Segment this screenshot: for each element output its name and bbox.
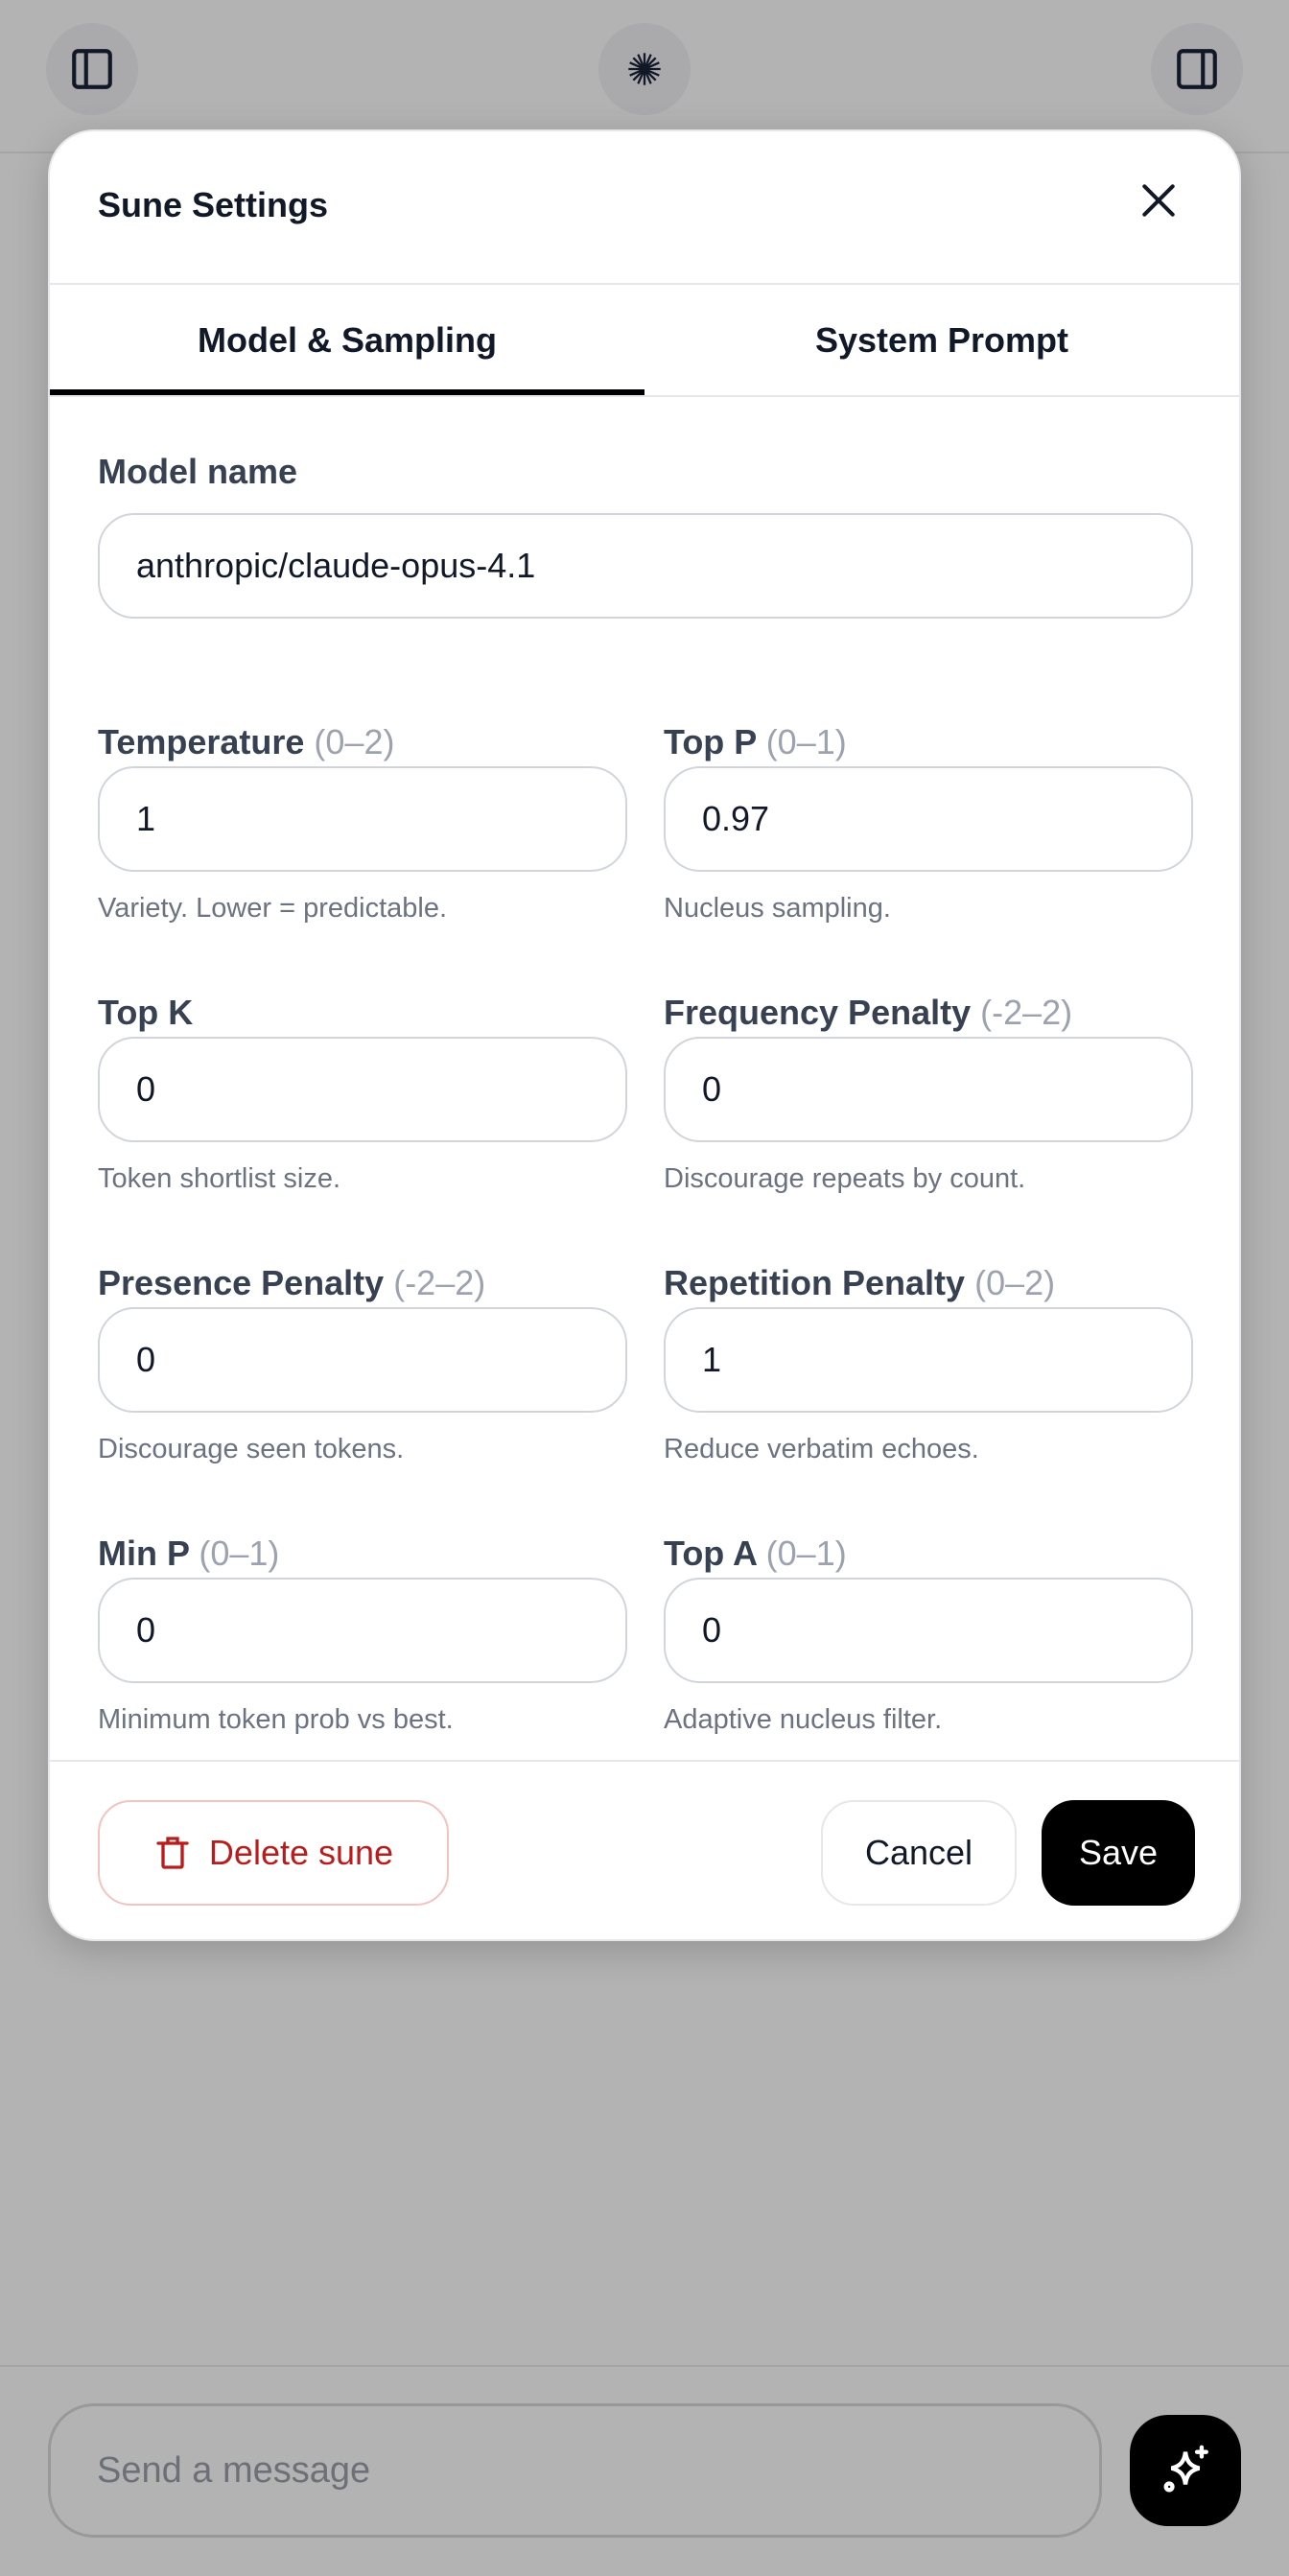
top-p-label-text: Top P: [664, 722, 757, 761]
min-p-range: (0–1): [199, 1534, 280, 1573]
model-name-input[interactable]: anthropic/claude-opus-4.1: [98, 513, 1193, 619]
min-p-label-text: Min P: [98, 1534, 190, 1573]
delete-sune-button[interactable]: Delete sune: [98, 1800, 449, 1906]
sparkles-icon: [1163, 2445, 1208, 2493]
tabs-divider: [50, 395, 1239, 397]
top-p-input[interactable]: 0.97: [664, 766, 1193, 872]
sparkle-burst-icon: [628, 53, 661, 85]
top-k-label: Top K: [98, 993, 193, 1033]
repetition-penalty-range: (0–2): [974, 1263, 1056, 1302]
sidebar-left-icon: [72, 49, 112, 89]
min-p-label: Min P (0–1): [98, 1534, 279, 1574]
frequency-penalty-label: Frequency Penalty (-2–2): [664, 993, 1072, 1033]
title-divider: [50, 283, 1239, 285]
top-k-input[interactable]: 0: [98, 1037, 627, 1142]
composer-divider: [0, 2365, 1289, 2367]
repetition-penalty-label-text: Repetition Penalty: [664, 1263, 966, 1302]
presence-penalty-range: (-2–2): [393, 1263, 486, 1302]
top-p-range: (0–1): [765, 722, 847, 761]
repetition-penalty-label: Repetition Penalty (0–2): [664, 1263, 1055, 1303]
tab-system-prompt[interactable]: System Prompt: [814, 319, 1069, 360]
settings-modal: Sune Settings Model & Sampling System Pr…: [48, 129, 1241, 1941]
presence-penalty-input[interactable]: 0: [98, 1307, 627, 1413]
delete-sune-label: Delete sune: [208, 1833, 394, 1872]
temperature-label: Temperature (0–2): [98, 722, 394, 762]
min-p-input[interactable]: 0: [98, 1578, 627, 1683]
home-logo-button[interactable]: [598, 23, 691, 115]
model-name-label: Model name: [98, 452, 298, 491]
top-k-label-text: Top K: [98, 993, 194, 1032]
toggle-right-sidebar-button[interactable]: [1151, 23, 1243, 115]
modal-title: Sune Settings: [98, 185, 329, 224]
top-a-label-text: Top A: [664, 1534, 757, 1573]
toggle-left-sidebar-button[interactable]: [46, 23, 138, 115]
message-input[interactable]: [48, 2403, 1102, 2538]
repetition-penalty-hint: Reduce verbatim echoes.: [664, 1434, 979, 1464]
save-button[interactable]: Save: [1042, 1800, 1195, 1906]
sidebar-right-icon: [1177, 49, 1217, 89]
cancel-button[interactable]: Cancel: [821, 1800, 1017, 1906]
top-a-hint: Adaptive nucleus filter.: [664, 1704, 943, 1735]
temperature-label-text: Temperature: [98, 722, 305, 761]
top-p-label: Top P (0–1): [664, 722, 847, 762]
top-a-input[interactable]: 0: [664, 1578, 1193, 1683]
presence-penalty-hint: Discourage seen tokens.: [98, 1434, 405, 1464]
frequency-penalty-input[interactable]: 0: [664, 1037, 1193, 1142]
tab-model-sampling[interactable]: Model & Sampling: [50, 285, 644, 395]
close-icon[interactable]: [1137, 179, 1180, 222]
footer-divider: [50, 1760, 1239, 1762]
top-p-hint: Nucleus sampling.: [664, 893, 891, 924]
temperature-hint: Variety. Lower = predictable.: [98, 893, 448, 924]
temperature-range: (0–2): [314, 722, 395, 761]
repetition-penalty-input[interactable]: 1: [664, 1307, 1193, 1413]
top-a-label: Top A (0–1): [664, 1534, 847, 1574]
frequency-penalty-range: (-2–2): [980, 993, 1073, 1032]
presence-penalty-label-text: Presence Penalty: [98, 1263, 385, 1302]
top-a-range: (0–1): [765, 1534, 847, 1573]
top-k-hint: Token shortlist size.: [98, 1163, 341, 1194]
trash-icon: [156, 1837, 189, 1869]
temperature-input[interactable]: 1: [98, 766, 627, 872]
frequency-penalty-label-text: Frequency Penalty: [664, 993, 972, 1032]
send-button[interactable]: [1130, 2415, 1241, 2526]
min-p-hint: Minimum token prob vs best.: [98, 1704, 454, 1735]
presence-penalty-label: Presence Penalty (-2–2): [98, 1263, 485, 1303]
frequency-penalty-hint: Discourage repeats by count.: [664, 1163, 1026, 1194]
